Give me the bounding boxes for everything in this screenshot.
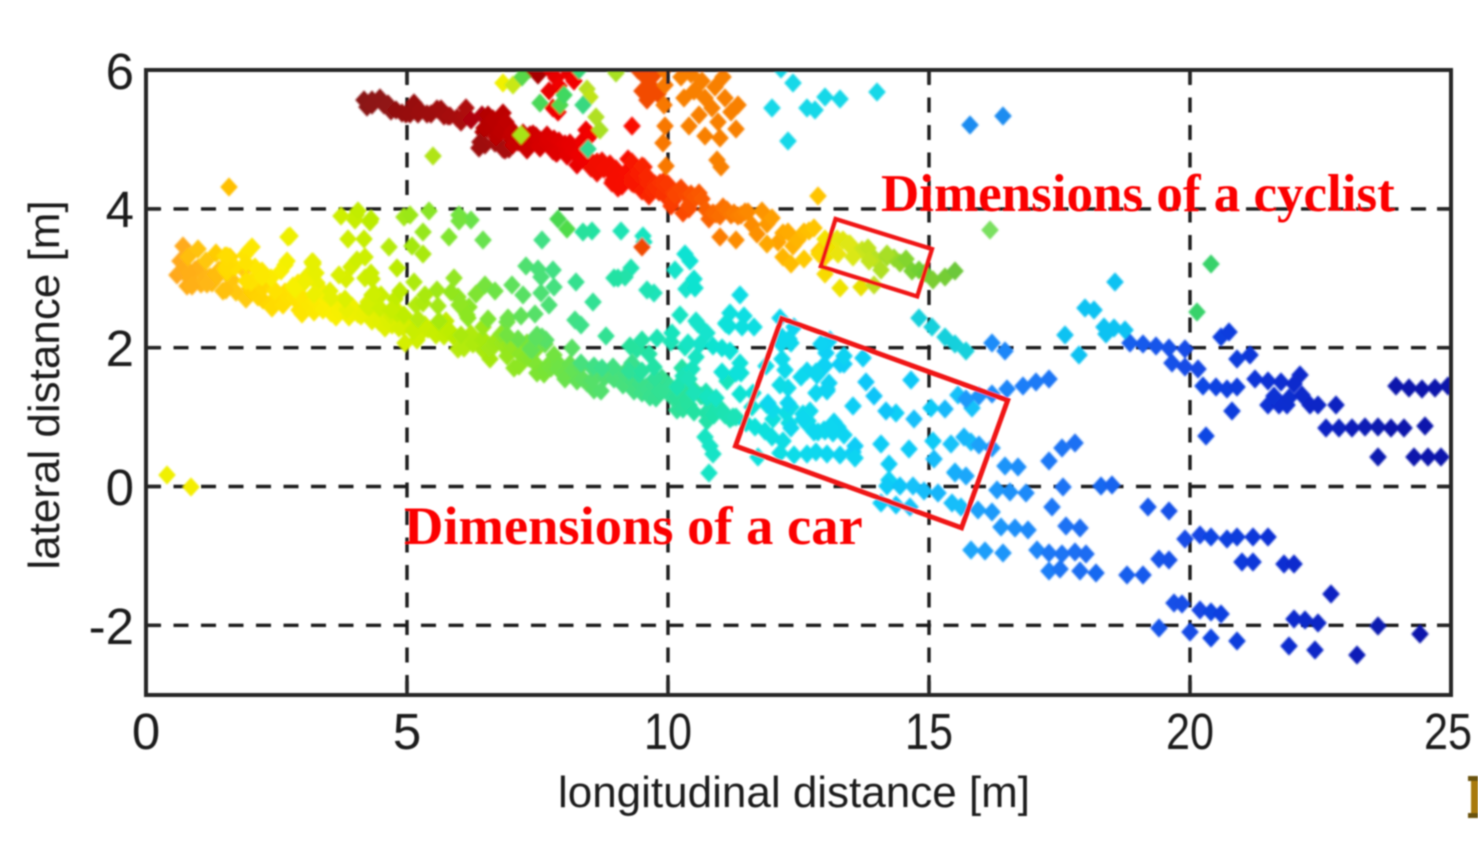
svg-text:4: 4: [106, 181, 134, 238]
svg-text:20: 20: [1166, 703, 1214, 760]
svg-text:5: 5: [393, 703, 421, 760]
svg-text:-2: -2: [89, 598, 134, 655]
svg-text:10: 10: [644, 703, 692, 760]
svg-text:6: 6: [106, 43, 134, 100]
svg-text:lateral distance [m]: lateral distance [m]: [20, 200, 69, 569]
svg-text:Dimensions of a car: Dimensions of a car: [404, 495, 863, 556]
svg-text:0: 0: [132, 703, 160, 760]
svg-text:0: 0: [106, 459, 134, 516]
svg-text:15: 15: [905, 703, 953, 760]
svg-text:2: 2: [106, 320, 134, 377]
svg-text:longitudinal distance [m]: longitudinal distance [m]: [558, 768, 1030, 817]
svg-text:Dimensions of a cyclist: Dimensions of a cyclist: [881, 165, 1395, 223]
svg-text:25: 25: [1424, 703, 1472, 760]
